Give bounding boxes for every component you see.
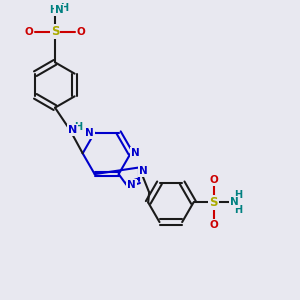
Text: S: S xyxy=(209,196,218,209)
Text: S: S xyxy=(51,25,59,38)
Text: N: N xyxy=(85,128,94,137)
Text: H: H xyxy=(234,190,243,200)
Text: N: N xyxy=(139,166,148,176)
Text: H: H xyxy=(60,3,68,13)
Text: N: N xyxy=(127,180,136,190)
Text: H: H xyxy=(49,5,57,15)
Text: H: H xyxy=(234,205,243,215)
Text: O: O xyxy=(25,27,33,37)
Text: O: O xyxy=(209,175,218,185)
Text: O: O xyxy=(76,27,85,37)
Text: O: O xyxy=(209,220,218,230)
Text: N: N xyxy=(55,5,63,15)
Text: H: H xyxy=(74,122,83,132)
Text: N: N xyxy=(230,197,239,208)
Text: N: N xyxy=(68,125,77,135)
Text: N: N xyxy=(131,148,140,158)
